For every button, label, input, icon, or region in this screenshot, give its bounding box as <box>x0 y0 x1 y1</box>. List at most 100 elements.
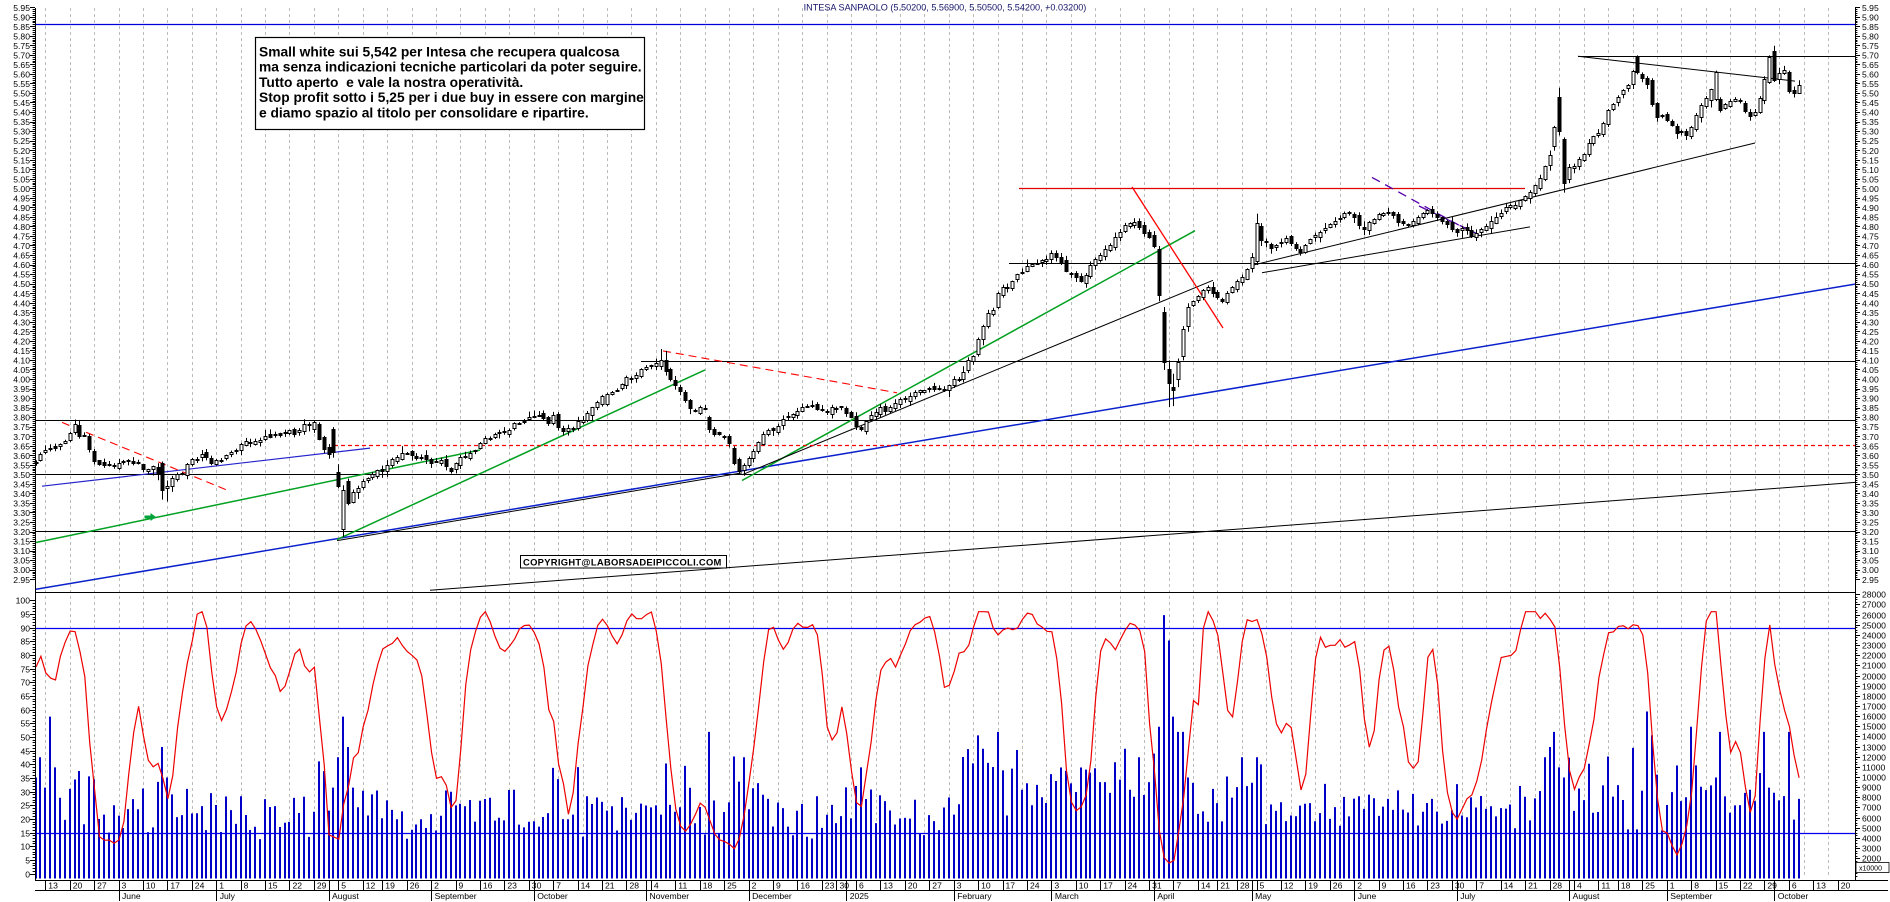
svg-text:5.95: 5.95 <box>1862 3 1879 13</box>
svg-text:27: 27 <box>932 881 942 891</box>
svg-text:21: 21 <box>605 881 615 891</box>
svg-text:5.90: 5.90 <box>13 12 30 22</box>
svg-text:0: 0 <box>25 870 30 880</box>
svg-text:21000: 21000 <box>1862 661 1886 671</box>
svg-text:4.85: 4.85 <box>13 213 30 223</box>
svg-text:2: 2 <box>1357 881 1362 891</box>
svg-text:9000: 9000 <box>1862 783 1881 793</box>
svg-text:3.90: 3.90 <box>1862 394 1879 404</box>
svg-text:March: March <box>1055 891 1079 901</box>
svg-text:February: February <box>957 891 992 901</box>
svg-text:4.75: 4.75 <box>13 232 30 242</box>
svg-text:14: 14 <box>581 881 591 891</box>
svg-text:Small white sui 5,542 per Inte: Small white sui 5,542 per Intesa che rec… <box>259 45 620 60</box>
svg-text:23: 23 <box>825 881 835 891</box>
svg-text:5.50: 5.50 <box>13 89 30 99</box>
svg-text:11: 11 <box>678 881 687 891</box>
svg-text:5.35: 5.35 <box>13 117 30 127</box>
svg-text:5.40: 5.40 <box>13 108 30 118</box>
svg-text:31: 31 <box>1152 881 1162 891</box>
svg-text:3.85: 3.85 <box>13 403 30 413</box>
svg-text:October: October <box>1778 891 1809 901</box>
svg-text:11000: 11000 <box>1862 763 1885 773</box>
svg-text:3.85: 3.85 <box>1862 403 1879 413</box>
svg-text:75: 75 <box>20 665 30 675</box>
svg-text:3.05: 3.05 <box>13 556 30 566</box>
svg-text:24: 24 <box>1030 881 1040 891</box>
svg-text:28000: 28000 <box>1862 590 1886 600</box>
svg-text:5.80: 5.80 <box>13 31 30 41</box>
svg-text:3.25: 3.25 <box>1862 518 1879 528</box>
svg-text:28: 28 <box>1553 881 1563 891</box>
svg-text:2025: 2025 <box>850 891 869 901</box>
svg-text:4.40: 4.40 <box>13 298 30 308</box>
svg-text:20: 20 <box>1841 881 1851 891</box>
svg-text:29: 29 <box>317 881 327 891</box>
svg-text:18: 18 <box>1621 881 1631 891</box>
svg-text:5.00: 5.00 <box>1862 184 1879 194</box>
svg-text:3.70: 3.70 <box>13 432 30 442</box>
svg-text:4.85: 4.85 <box>1862 213 1879 223</box>
svg-text:13000: 13000 <box>1862 743 1886 753</box>
svg-text:4: 4 <box>654 881 659 891</box>
svg-text:5.25: 5.25 <box>1862 136 1879 146</box>
svg-text:5.85: 5.85 <box>1862 22 1879 32</box>
svg-text:Tutto aperto e vale la nostra: Tutto aperto e vale la nostra operativit… <box>259 75 523 90</box>
svg-text:3.20: 3.20 <box>13 527 30 537</box>
svg-text:4.65: 4.65 <box>1862 251 1879 261</box>
svg-text:3.70: 3.70 <box>1862 432 1879 442</box>
svg-text:4.75: 4.75 <box>1862 232 1879 242</box>
svg-text:July: July <box>1460 891 1476 901</box>
svg-text:30: 30 <box>1455 881 1465 891</box>
svg-text:1: 1 <box>1670 881 1675 891</box>
svg-text:4.20: 4.20 <box>13 336 30 346</box>
svg-text:3.00: 3.00 <box>13 565 30 575</box>
svg-text:4.05: 4.05 <box>1862 365 1879 375</box>
svg-text:18000: 18000 <box>1862 692 1886 702</box>
svg-text:4.40: 4.40 <box>1862 298 1879 308</box>
svg-text:4.50: 4.50 <box>1862 279 1879 289</box>
svg-text:3.60: 3.60 <box>13 451 30 461</box>
svg-text:September: September <box>1670 891 1712 901</box>
svg-text:3.30: 3.30 <box>1862 508 1879 518</box>
svg-text:3.15: 3.15 <box>13 537 30 547</box>
svg-text:10: 10 <box>981 881 991 891</box>
svg-text:26: 26 <box>1333 881 1343 891</box>
svg-text:17: 17 <box>170 881 180 891</box>
svg-text:26: 26 <box>410 881 420 891</box>
svg-text:7: 7 <box>1177 881 1182 891</box>
svg-text:4.35: 4.35 <box>1862 308 1879 318</box>
svg-text:December: December <box>752 891 792 901</box>
svg-text:13: 13 <box>48 881 58 891</box>
svg-text:5.95: 5.95 <box>13 3 30 13</box>
svg-text:29: 29 <box>1767 881 1777 891</box>
svg-text:3.50: 3.50 <box>1862 470 1879 480</box>
svg-text:85: 85 <box>20 637 30 647</box>
svg-text:5.80: 5.80 <box>1862 31 1879 41</box>
svg-text:3.80: 3.80 <box>13 413 30 423</box>
svg-text:50: 50 <box>20 733 30 743</box>
svg-text:20: 20 <box>908 881 918 891</box>
svg-text:3.35: 3.35 <box>1862 499 1879 509</box>
svg-text:5.50: 5.50 <box>1862 89 1879 99</box>
svg-text:2.95: 2.95 <box>13 575 30 585</box>
svg-text:4.95: 4.95 <box>13 193 30 203</box>
svg-text:5.30: 5.30 <box>13 127 30 137</box>
svg-text:5.55: 5.55 <box>13 79 30 89</box>
svg-text:5: 5 <box>25 856 30 866</box>
svg-text:16000: 16000 <box>1862 712 1886 722</box>
svg-text:9: 9 <box>459 881 464 891</box>
svg-text:3: 3 <box>1054 881 1059 891</box>
svg-text:5.15: 5.15 <box>13 155 30 165</box>
svg-text:10: 10 <box>1079 881 1089 891</box>
svg-text:5.25: 5.25 <box>13 136 30 146</box>
svg-text:3.90: 3.90 <box>13 394 30 404</box>
svg-text:3.25: 3.25 <box>13 518 30 528</box>
svg-text:95: 95 <box>20 610 30 620</box>
svg-text:19: 19 <box>385 881 395 891</box>
svg-text:4.05: 4.05 <box>13 365 30 375</box>
svg-text:4.80: 4.80 <box>1862 222 1879 232</box>
svg-text:16: 16 <box>800 881 810 891</box>
svg-text:4.00: 4.00 <box>13 375 30 385</box>
svg-text:21: 21 <box>1220 881 1230 891</box>
